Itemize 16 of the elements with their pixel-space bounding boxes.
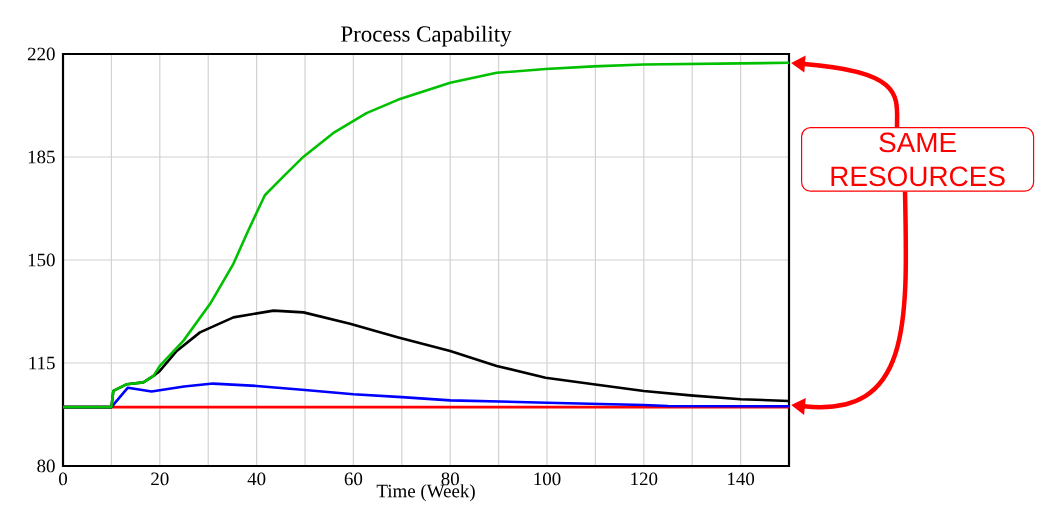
x-tick-label: 0 bbox=[59, 472, 68, 486]
text: SAME RESOURCES bbox=[831, 132, 1005, 187]
y-tick-label: 115 bbox=[29, 356, 55, 370]
y-tick-label: 80 bbox=[37, 459, 55, 473]
y-tick-label: 220 bbox=[27, 47, 55, 61]
x-tick-label: 60 bbox=[344, 472, 363, 486]
x-tick-label: 100 bbox=[534, 472, 561, 486]
x-axis-title: Time (Week) bbox=[376, 484, 475, 502]
y-tick-label: 150 bbox=[28, 253, 55, 267]
x-tick-label: 120 bbox=[631, 472, 658, 486]
x-tick-label: 20 bbox=[151, 472, 169, 486]
x-tick-label: 40 bbox=[247, 472, 266, 486]
x-tick-label: 80 bbox=[441, 472, 459, 486]
chart-title: Process Capability bbox=[341, 25, 512, 47]
y-tick-label: 185 bbox=[28, 150, 55, 164]
x-tick-label: 140 bbox=[728, 472, 755, 486]
